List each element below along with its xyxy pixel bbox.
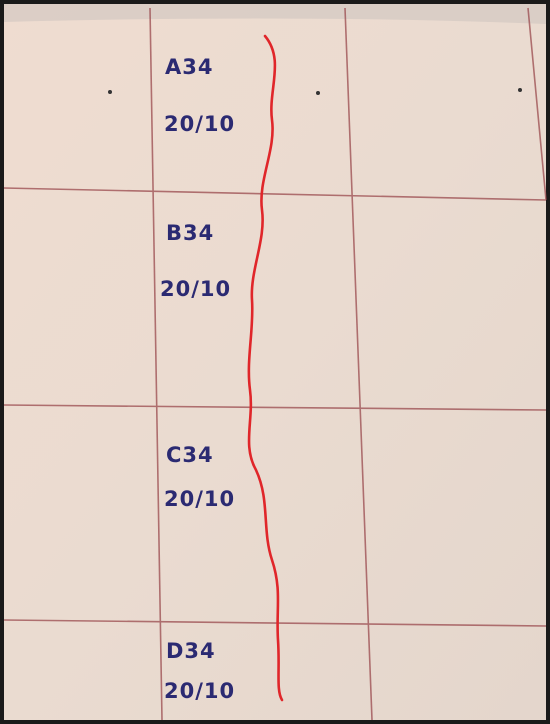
entry-code: A34 [165,55,213,79]
paper [4,4,546,720]
entry-code: C34 [166,443,214,467]
entry-code: B34 [166,221,214,245]
dot [108,90,112,94]
entry-date: 20/10 [164,112,235,136]
page: {"entries": [ {"code": "A34", "date": "2… [0,0,550,724]
entry-date: 20/10 [164,679,235,703]
photo: A34 20/10 B34 20/10 C34 20/10 D34 20/10 [0,0,550,724]
entry-code: D34 [166,639,216,663]
dot [518,88,522,92]
page-body: A34 20/10 B34 20/10 C34 20/10 D34 20/10 … [0,0,550,724]
entry-date: 20/10 [164,487,235,511]
dot [316,91,320,95]
entry-date: 20/10 [160,277,231,301]
